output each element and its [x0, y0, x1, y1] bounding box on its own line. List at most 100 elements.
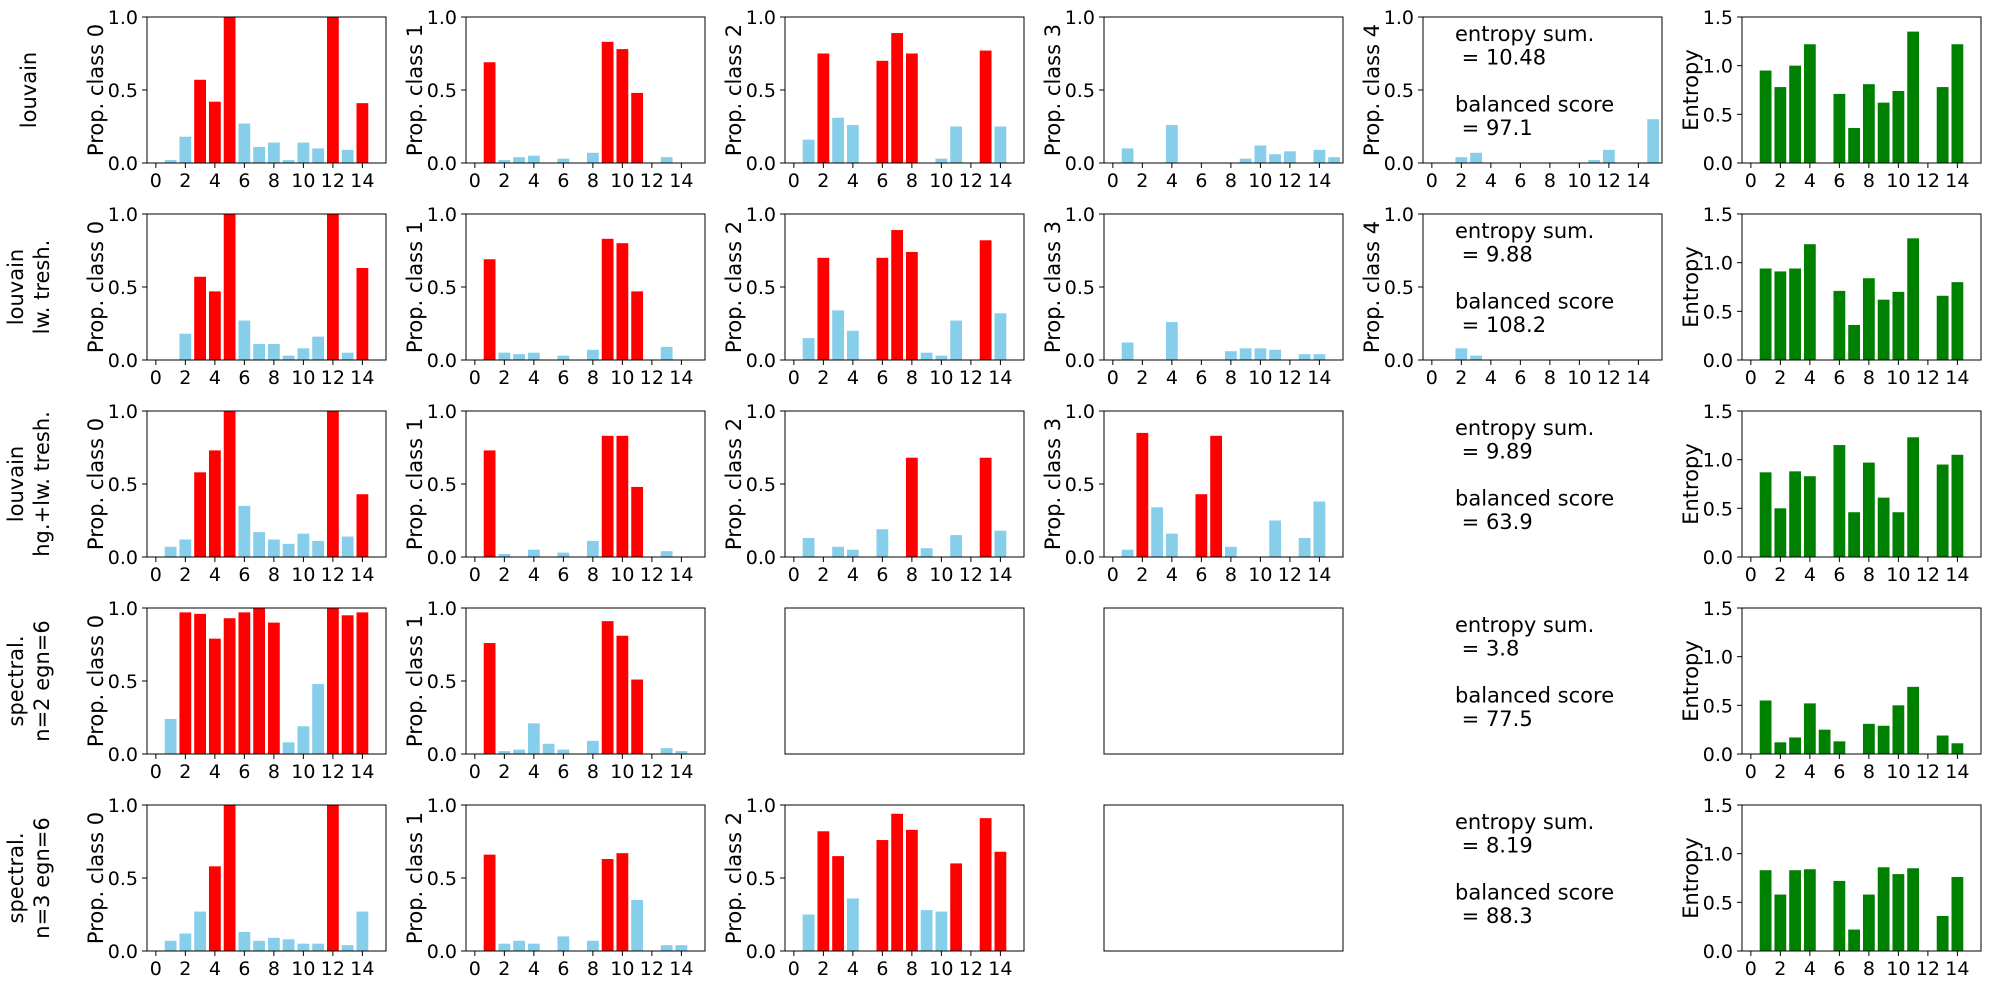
x-tick-label: 2 [1136, 564, 1148, 586]
x-tick-label: 8 [1544, 170, 1556, 192]
score-text-line: balanced score [1455, 684, 1614, 708]
bar [179, 333, 192, 360]
bar [194, 911, 207, 951]
bar [498, 352, 511, 360]
bar [1602, 149, 1615, 163]
x-tick-label: 8 [587, 761, 599, 783]
x-tick-label: 6 [238, 170, 250, 192]
bar [979, 240, 992, 360]
x-tick-label: 4 [209, 170, 221, 192]
y-tick-label: 0.5 [1065, 80, 1095, 102]
score-text-line: = 77.5 [1455, 707, 1533, 731]
bar [935, 158, 948, 163]
y-tick-label: 0.0 [108, 744, 138, 766]
x-tick-label: 6 [1833, 761, 1845, 783]
bar [238, 505, 251, 557]
bar [846, 898, 859, 951]
y-axis-label: Prop. class 3 [1041, 221, 1065, 353]
y-tick-label: 0.5 [1703, 301, 1733, 323]
bar [1951, 454, 1964, 557]
x-tick-label: 6 [238, 564, 250, 586]
y-tick-label: 1.0 [746, 204, 776, 226]
y-tick-label: 0.0 [427, 941, 457, 963]
y-tick-label: 0.0 [1703, 941, 1733, 963]
bar [341, 149, 354, 163]
y-tick-label: 1.0 [1065, 204, 1095, 226]
bar [267, 539, 280, 557]
bar [356, 103, 369, 163]
x-tick-label: 12 [1597, 367, 1621, 389]
y-tick-label: 0.0 [1384, 350, 1414, 372]
x-tick-label: 8 [268, 564, 280, 586]
bar [601, 859, 614, 951]
bar [238, 612, 251, 754]
axes-frame [465, 16, 706, 164]
x-tick-label: 12 [321, 367, 345, 389]
x-tick-label: 10 [1567, 170, 1591, 192]
bar [1455, 157, 1468, 163]
score-text-line: entropy sum. [1455, 416, 1594, 440]
bar [1254, 348, 1267, 360]
bar [660, 157, 673, 163]
bar [1877, 497, 1890, 557]
bar [817, 831, 830, 951]
bar [223, 805, 236, 951]
y-tick-label: 0.5 [427, 868, 457, 890]
y-tick-label: 1.0 [108, 7, 138, 29]
score-text-line: entropy sum. [1455, 22, 1594, 46]
x-tick-label: 4 [528, 958, 540, 980]
x-tick-label: 8 [587, 958, 599, 980]
x-tick-label: 0 [150, 170, 162, 192]
x-tick-label: 8 [1225, 564, 1237, 586]
y-tick-label: 0.5 [746, 80, 776, 102]
bar [341, 352, 354, 360]
bar [1269, 520, 1282, 557]
bar [194, 276, 207, 360]
y-tick-label: 0.0 [1703, 350, 1733, 372]
bar [1848, 929, 1861, 951]
x-tick-label: 6 [1514, 367, 1526, 389]
x-tick-label: 14 [988, 367, 1012, 389]
bar [905, 251, 918, 360]
x-tick-label: 0 [1107, 170, 1119, 192]
x-tick-label: 12 [321, 761, 345, 783]
y-tick-label: 1.0 [1703, 844, 1733, 866]
bar [876, 529, 889, 557]
x-tick-label: 14 [1945, 958, 1969, 980]
bar [527, 943, 540, 951]
bar [1313, 354, 1326, 360]
y-tick-label: 0.5 [1384, 277, 1414, 299]
bar [1862, 462, 1875, 557]
y-tick-label: 0.5 [1384, 80, 1414, 102]
bar [164, 160, 177, 163]
bar [326, 411, 339, 557]
bar [1647, 119, 1660, 163]
score-text-line: = 8.19 [1455, 834, 1533, 858]
x-tick-label: 6 [557, 564, 569, 586]
y-tick-label: 0.5 [746, 474, 776, 496]
bar [356, 494, 369, 557]
y-axis-label: Prop. class 4 [1360, 24, 1384, 156]
bar [1470, 355, 1483, 360]
bar [194, 613, 207, 754]
bar [1951, 877, 1964, 951]
bar [312, 943, 325, 951]
x-tick-label: 4 [209, 958, 221, 980]
y-tick-label: 1.0 [1065, 7, 1095, 29]
x-tick-label: 10 [929, 170, 953, 192]
score-text-line: = 9.88 [1455, 243, 1533, 267]
x-tick-label: 2 [498, 958, 510, 980]
bar [1121, 549, 1134, 557]
y-axis-label: Prop. class 2 [722, 418, 746, 550]
x-tick-label: 4 [1485, 170, 1497, 192]
x-tick-label: 6 [557, 170, 569, 192]
y-tick-label: 0.5 [746, 868, 776, 890]
bar [1136, 432, 1149, 557]
x-tick-label: 8 [1863, 170, 1875, 192]
bar [1936, 464, 1949, 557]
